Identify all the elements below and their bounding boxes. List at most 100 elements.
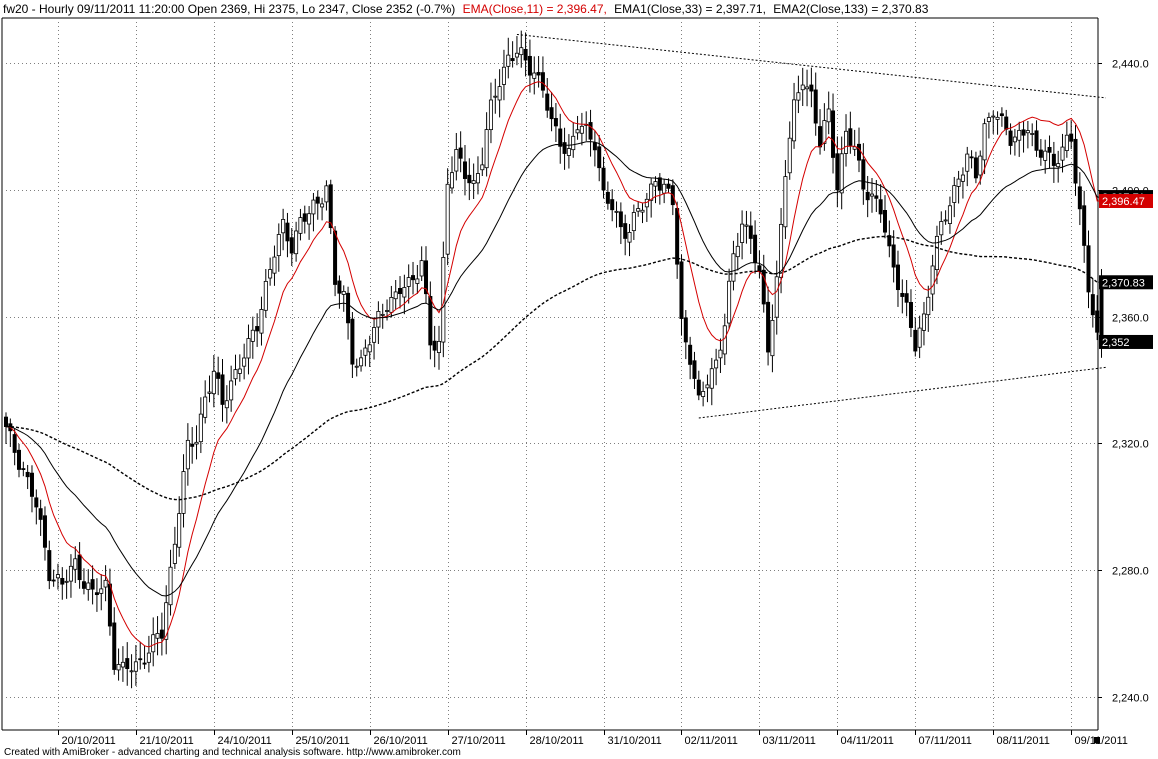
x-tick-label: 28/10/2011 — [530, 735, 584, 747]
candle-up — [168, 566, 173, 606]
candle-up — [133, 661, 138, 672]
candle-up — [250, 329, 255, 342]
candle-up — [341, 291, 346, 295]
candle-down — [696, 379, 701, 396]
candle-down — [411, 275, 416, 281]
candle-up — [237, 368, 242, 374]
plot-area[interactable] — [1, 17, 1106, 731]
candle-up — [211, 370, 216, 395]
candle-up — [475, 173, 480, 184]
candle-down — [831, 110, 836, 158]
x-tick-label: 03/11/2011 — [763, 735, 816, 747]
candle-up — [151, 634, 156, 653]
candle-up — [662, 183, 667, 194]
candle-up — [636, 208, 641, 212]
candle-up — [311, 199, 316, 215]
x-tick-label: 26/10/2011 — [374, 735, 428, 747]
candle-up — [1064, 134, 1069, 151]
candle-up — [644, 198, 649, 208]
candle-down — [38, 508, 43, 520]
candle-down — [1077, 186, 1082, 210]
candle-up — [68, 565, 73, 582]
candle-up — [224, 400, 229, 409]
candle-up — [796, 92, 801, 101]
candle-down — [861, 159, 866, 190]
candle-up — [480, 164, 485, 171]
candle-up — [787, 137, 792, 174]
candle-up — [826, 108, 831, 123]
trendline — [698, 366, 1106, 419]
candle-up — [441, 256, 446, 343]
candle-up — [363, 347, 368, 356]
candle-down — [4, 416, 9, 427]
candle-up — [376, 310, 381, 328]
candle-up — [514, 52, 519, 58]
candle-up — [917, 327, 922, 348]
candle-down — [597, 146, 602, 169]
candle-up — [454, 149, 459, 172]
candle-up — [436, 340, 441, 353]
candle-up — [731, 253, 736, 282]
candle-down — [913, 329, 918, 352]
candle-down — [398, 287, 403, 295]
ema-line — [5, 81, 1102, 648]
candle-up — [449, 172, 454, 189]
candle-up — [727, 280, 732, 324]
candle-up — [307, 213, 312, 225]
header-ema-long: EMA2(Close,133) = 2,370.83 — [773, 2, 928, 16]
candle-up — [86, 582, 91, 590]
candle-down — [558, 128, 563, 147]
candle-up — [367, 344, 372, 353]
candle-down — [289, 237, 294, 254]
candle-up — [242, 357, 247, 367]
price-tags: 2,397.712,396.472,370.832,352 — [1099, 190, 1153, 349]
candle-up — [714, 359, 719, 369]
candle-down — [688, 344, 693, 365]
price-tag — [1099, 334, 1153, 349]
candle-up — [120, 661, 125, 668]
candle-up — [185, 439, 190, 470]
candle-down — [90, 579, 95, 590]
candle-down — [285, 222, 290, 242]
x-tick-label: 21/10/2011 — [140, 735, 194, 747]
candle-up — [177, 513, 182, 548]
candle-down — [1047, 147, 1052, 153]
candle-down — [77, 554, 82, 581]
y-tick-label: 2,440.0 — [1112, 59, 1149, 71]
candle-down — [424, 260, 429, 295]
candle-up — [839, 153, 844, 194]
candle-up — [146, 652, 151, 663]
x-tick-label: 31/10/2011 — [608, 735, 662, 747]
candle-down — [346, 292, 351, 324]
candle-down — [887, 235, 892, 247]
candle-down — [908, 302, 913, 328]
candle-up — [402, 287, 407, 298]
candle-down — [657, 177, 662, 191]
candle-up — [943, 219, 948, 222]
candle-up — [207, 391, 212, 394]
candle-up — [930, 265, 935, 295]
candle-up — [406, 277, 411, 287]
x-tick-label: 07/11/2011 — [919, 735, 972, 747]
candle-up — [991, 115, 996, 118]
candle-down — [761, 269, 766, 305]
candle-down — [553, 118, 558, 127]
candle-down — [216, 372, 221, 379]
candle-up — [735, 245, 740, 258]
candle-down — [848, 128, 853, 146]
candle-up — [718, 349, 723, 359]
candle-up — [73, 558, 78, 570]
candle-down — [1086, 245, 1091, 293]
candle-up — [1056, 163, 1061, 168]
candle-up — [870, 193, 875, 197]
candle-down — [969, 156, 974, 159]
price-tag-label: 2,352 — [1102, 337, 1130, 349]
candle-down — [510, 58, 515, 62]
candle-up — [653, 181, 658, 187]
candle-down — [25, 471, 30, 478]
candle-up — [1043, 150, 1048, 161]
candle-up — [99, 588, 104, 594]
candle-down — [605, 191, 610, 204]
candle-down — [592, 142, 597, 151]
